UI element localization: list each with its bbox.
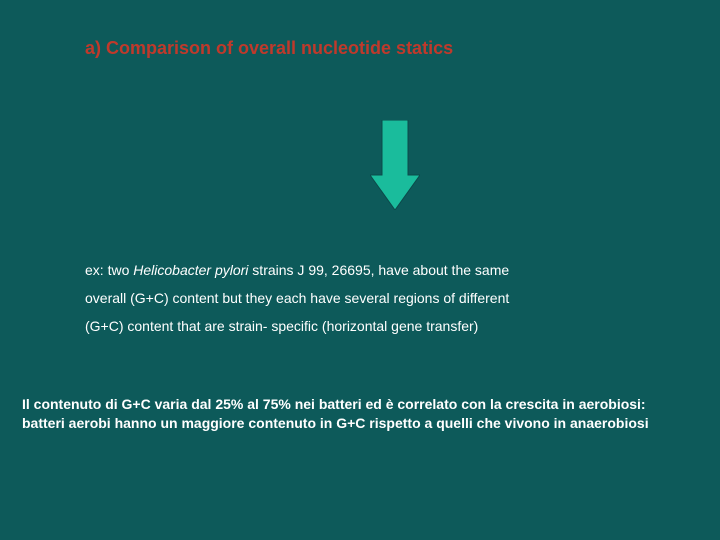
slide-title: a) Comparison of overall nucleotide stat… xyxy=(85,38,453,59)
arrow-shape xyxy=(370,120,420,210)
example-prefix: ex: two xyxy=(85,262,133,278)
footer-line-2: batteri aerobi hanno un maggiore contenu… xyxy=(22,414,698,433)
example-italic: Helicobacter pylori xyxy=(133,262,248,278)
down-arrow-icon xyxy=(370,120,420,215)
example-line-2: overall (G+C) content but they each have… xyxy=(85,284,509,312)
example-text: ex: two Helicobacter pylori strains J 99… xyxy=(85,256,509,340)
footer-line-1: Il contenuto di G+C varia dal 25% al 75%… xyxy=(22,395,698,414)
footer-text: Il contenuto di G+C varia dal 25% al 75%… xyxy=(22,395,698,433)
example-rest1: strains J 99, 26695, have about the same xyxy=(248,262,509,278)
example-line-3: (G+C) content that are strain- specific … xyxy=(85,312,509,340)
example-line-1: ex: two Helicobacter pylori strains J 99… xyxy=(85,256,509,284)
